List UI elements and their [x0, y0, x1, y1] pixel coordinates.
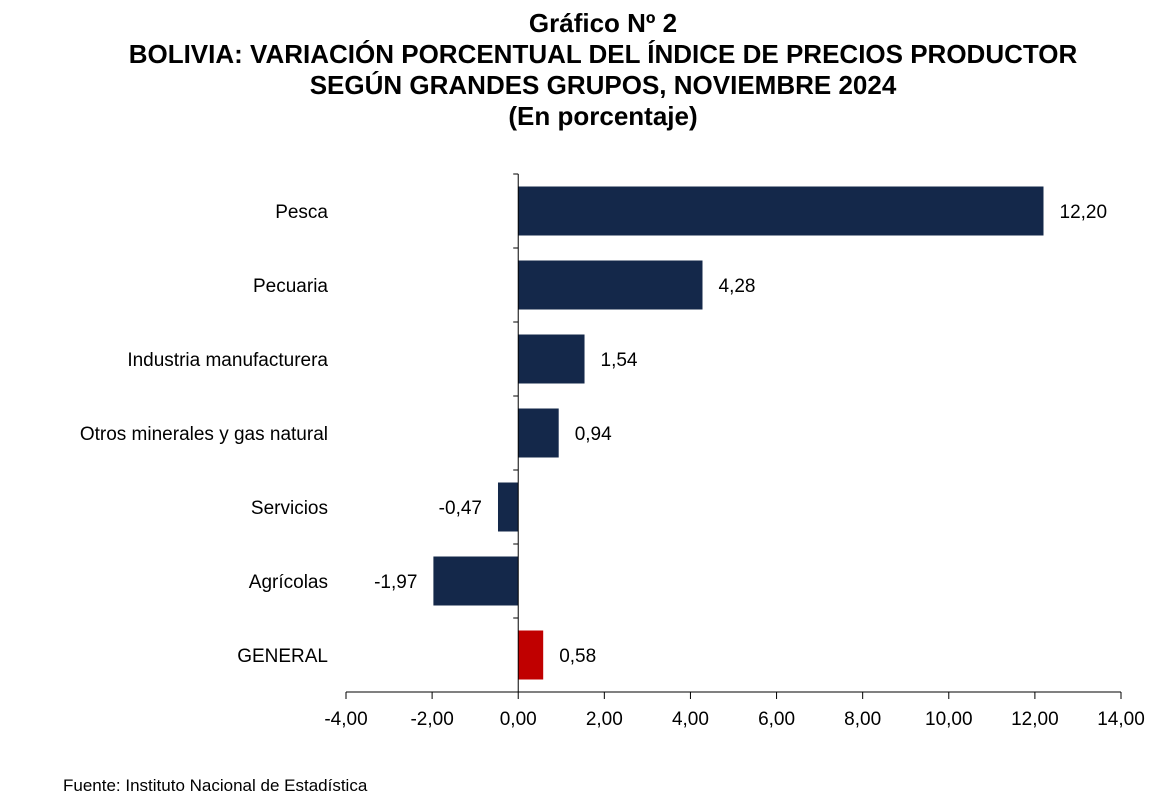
- bar: [518, 260, 703, 310]
- x-tick-label: 6,00: [758, 709, 795, 730]
- x-tick-label: -2,00: [410, 709, 453, 730]
- bar: [497, 482, 519, 532]
- data-label: 0,58: [559, 646, 596, 667]
- source-note: Fuente: Instituto Nacional de Estadístic…: [63, 776, 368, 795]
- x-tick-label: 4,00: [672, 709, 709, 730]
- bar: [518, 630, 544, 680]
- chart-subtitle-line-2: SEGÚN GRANDES GRUPOS, NOVIEMBRE 2024: [309, 70, 897, 100]
- category-label: Pesca: [275, 202, 328, 223]
- category-label: Industria manufacturera: [127, 350, 328, 371]
- category-label: Servicios: [251, 498, 328, 519]
- bar: [518, 408, 559, 458]
- category-label: Agrícolas: [249, 572, 328, 593]
- data-label: -0,47: [439, 498, 482, 519]
- category-label: GENERAL: [237, 646, 328, 667]
- x-tick-label: 10,00: [925, 709, 973, 730]
- bar: [518, 186, 1044, 236]
- x-tick-label: 14,00: [1097, 709, 1145, 730]
- data-label: -1,97: [374, 572, 417, 593]
- chart-title: Gráfico Nº 2: [528, 8, 678, 38]
- chart-title-block: Gráfico Nº 2 BOLIVIA: VARIACIÓN PORCENTU…: [0, 8, 1172, 132]
- data-label: 4,28: [719, 276, 756, 297]
- x-tick-label: 8,00: [844, 709, 881, 730]
- category-label: Otros minerales y gas natural: [80, 424, 328, 445]
- x-tick-label: 2,00: [586, 709, 623, 730]
- category-label: Pecuaria: [253, 276, 328, 297]
- data-label: 0,94: [575, 424, 612, 445]
- chart-subtitle-line-3: (En porcentaje): [508, 101, 698, 131]
- chart-subtitle-line-1: BOLIVIA: VARIACIÓN PORCENTUAL DEL ÍNDICE…: [128, 39, 1078, 69]
- x-tick-label: 12,00: [1011, 709, 1059, 730]
- x-tick-label: 0,00: [500, 709, 537, 730]
- data-label: 12,20: [1060, 202, 1108, 223]
- bar: [518, 334, 585, 384]
- bar: [433, 556, 519, 606]
- data-label: 1,54: [601, 350, 638, 371]
- x-tick-label: -4,00: [324, 709, 367, 730]
